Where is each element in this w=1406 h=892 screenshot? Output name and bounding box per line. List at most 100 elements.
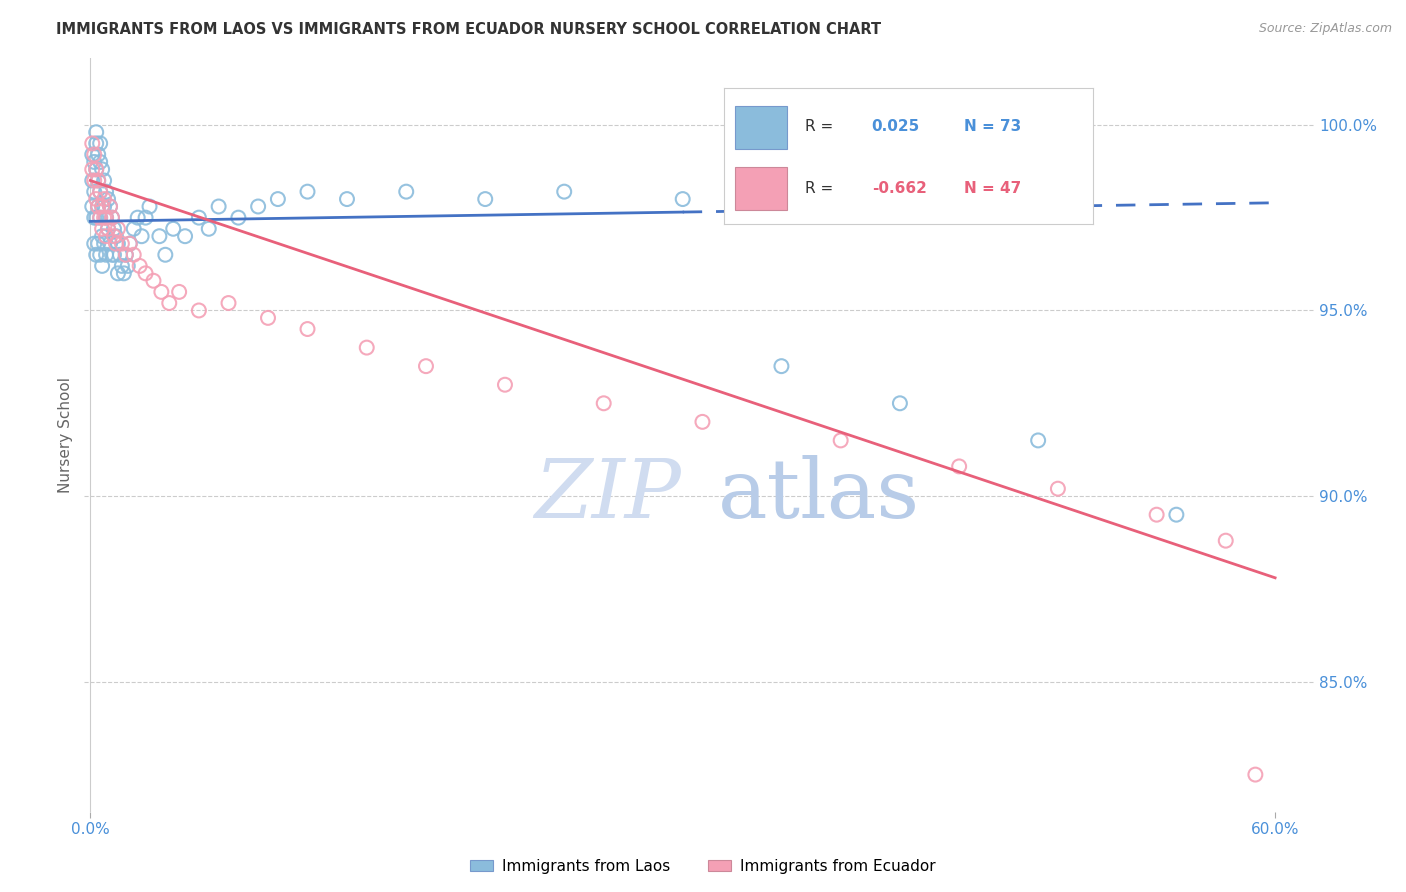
Point (174, 229, 197, 244)
Point (162, 221, 184, 235)
Point (103, 221, 125, 235)
Point (108, 248, 131, 262)
Point (82, 147, 104, 161)
Text: IMMIGRANTS FROM LAOS VS IMMIGRANTS FROM ECUADOR NURSERY SCHOOL CORRELATION CHART: IMMIGRANTS FROM LAOS VS IMMIGRANTS FROM … (56, 22, 882, 37)
Point (1046, 482, 1069, 496)
Point (131, 229, 153, 244)
Point (84, 125, 107, 139)
Point (89, 185, 111, 199)
Point (770, 359, 793, 373)
Y-axis label: Nursery School: Nursery School (58, 376, 73, 493)
Point (356, 341, 378, 355)
Point (107, 236, 129, 251)
Point (127, 211, 149, 225)
Point (267, 192, 290, 206)
Point (87, 173, 110, 187)
Point (494, 377, 516, 392)
Point (93, 173, 115, 187)
Point (208, 200, 231, 214)
Point (692, 415, 714, 429)
Point (107, 221, 129, 235)
Point (83, 185, 105, 199)
Point (84, 162, 107, 177)
Point (83, 155, 105, 169)
Point (257, 310, 280, 325)
Point (87, 147, 110, 161)
Point (84, 162, 107, 177)
Point (83, 236, 105, 251)
Point (91, 229, 114, 244)
Point (150, 285, 173, 299)
Point (218, 296, 240, 310)
Point (104, 229, 127, 244)
Point (395, 185, 418, 199)
Point (87, 236, 110, 251)
Point (1244, 767, 1267, 781)
Point (114, 248, 136, 262)
Point (83, 173, 105, 187)
Point (142, 274, 165, 288)
Point (89, 248, 111, 262)
Point (98, 200, 121, 214)
Point (1215, 533, 1237, 548)
Point (157, 296, 180, 310)
Point (103, 229, 125, 244)
Point (98, 200, 121, 214)
Point (93, 211, 115, 225)
Point (135, 266, 157, 280)
Point (118, 236, 141, 251)
Point (89, 136, 111, 151)
Point (87, 200, 110, 214)
Point (114, 248, 136, 262)
Point (89, 185, 111, 199)
Point (97, 221, 120, 235)
Point (93, 192, 115, 206)
Point (101, 248, 124, 262)
Point (84, 248, 107, 262)
Point (672, 192, 695, 206)
Point (474, 192, 496, 206)
Text: ZIP: ZIP (534, 455, 681, 535)
Point (83, 211, 105, 225)
Point (101, 211, 124, 225)
Point (82, 162, 104, 177)
Point (592, 396, 614, 410)
Point (107, 266, 129, 280)
Point (118, 236, 141, 251)
Point (187, 211, 209, 225)
Point (94, 185, 117, 199)
Point (553, 185, 575, 199)
Point (93, 200, 115, 214)
Point (89, 155, 111, 169)
Text: Source: ZipAtlas.com: Source: ZipAtlas.com (1258, 22, 1392, 36)
Point (82, 173, 104, 187)
Point (91, 200, 114, 214)
Point (167, 285, 190, 299)
Point (297, 322, 319, 336)
Point (111, 236, 134, 251)
Point (83, 147, 105, 161)
Point (122, 248, 145, 262)
Point (97, 192, 120, 206)
Point (228, 211, 250, 225)
Point (948, 459, 970, 474)
Point (297, 185, 319, 199)
Point (87, 173, 110, 187)
Point (155, 248, 177, 262)
Point (148, 229, 170, 244)
Point (247, 200, 270, 214)
Point (197, 221, 219, 235)
Legend: Immigrants from Laos, Immigrants from Ecuador: Immigrants from Laos, Immigrants from Ec… (464, 853, 942, 880)
Point (1026, 434, 1049, 448)
Point (111, 259, 134, 273)
Point (122, 221, 145, 235)
Point (91, 200, 114, 214)
Point (1146, 508, 1168, 522)
Point (91, 221, 114, 235)
Point (94, 211, 117, 225)
Point (84, 136, 107, 151)
Point (94, 211, 117, 225)
Point (82, 200, 104, 214)
Point (138, 200, 160, 214)
Point (117, 259, 139, 273)
